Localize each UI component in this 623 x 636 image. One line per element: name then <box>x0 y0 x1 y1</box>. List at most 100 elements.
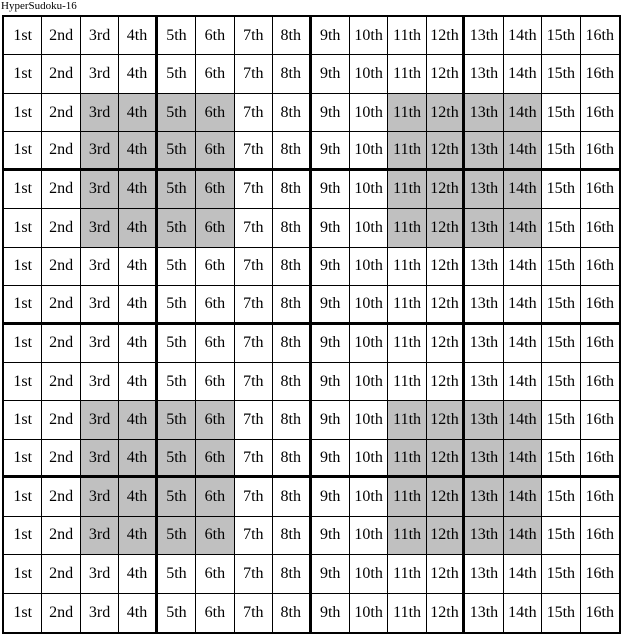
grid-cell-r12-c15[interactable]: 15th <box>542 439 581 479</box>
grid-cell-r3-c13[interactable]: 13th <box>465 93 504 133</box>
grid-cell-r9-c10[interactable]: 10th <box>349 324 389 363</box>
grid-cell-r8-c8[interactable]: 8th <box>273 286 312 325</box>
grid-cell-r11-c15[interactable]: 15th <box>542 401 581 440</box>
grid-cell-r8-c12[interactable]: 12th <box>426 286 466 325</box>
grid-cell-r10-c12[interactable]: 12th <box>426 362 466 402</box>
grid-cell-r16-c12[interactable]: 12th <box>426 593 466 632</box>
grid-cell-r6-c2[interactable]: 2nd <box>42 209 81 248</box>
grid-cell-r16-c15[interactable]: 15th <box>542 593 581 632</box>
grid-cell-r15-c11[interactable]: 11th <box>388 555 427 594</box>
grid-cell-r7-c2[interactable]: 2nd <box>42 247 81 287</box>
grid-cell-r14-c13[interactable]: 13th <box>465 516 504 556</box>
grid-cell-r15-c14[interactable]: 14th <box>503 555 543 594</box>
grid-cell-r5-c4[interactable]: 4th <box>119 170 158 210</box>
grid-cell-r14-c7[interactable]: 7th <box>234 516 274 556</box>
grid-cell-r13-c6[interactable]: 6th <box>196 478 235 517</box>
grid-cell-r3-c10[interactable]: 10th <box>349 93 389 133</box>
grid-cell-r15-c3[interactable]: 3rd <box>80 555 120 594</box>
grid-cell-r3-c3[interactable]: 3rd <box>80 93 120 133</box>
grid-cell-r15-c13[interactable]: 13th <box>465 555 504 594</box>
grid-cell-r11-c8[interactable]: 8th <box>273 401 312 440</box>
grid-cell-r12-c6[interactable]: 6th <box>196 439 235 479</box>
grid-cell-r5-c6[interactable]: 6th <box>196 170 235 210</box>
grid-cell-r9-c15[interactable]: 15th <box>542 324 581 363</box>
grid-cell-r7-c7[interactable]: 7th <box>234 247 274 287</box>
grid-cell-r13-c5[interactable]: 5th <box>157 478 197 517</box>
grid-cell-r6-c7[interactable]: 7th <box>234 209 274 248</box>
grid-cell-r16-c9[interactable]: 9th <box>311 593 350 632</box>
grid-cell-r13-c7[interactable]: 7th <box>234 478 274 517</box>
grid-cell-r16-c6[interactable]: 6th <box>196 593 235 632</box>
grid-cell-r16-c1[interactable]: 1st <box>4 593 43 632</box>
grid-cell-r5-c10[interactable]: 10th <box>349 170 389 210</box>
grid-cell-r15-c8[interactable]: 8th <box>273 555 312 594</box>
grid-cell-r12-c11[interactable]: 11th <box>388 439 427 479</box>
grid-cell-r7-c13[interactable]: 13th <box>465 247 504 287</box>
grid-cell-r10-c7[interactable]: 7th <box>234 362 274 402</box>
grid-cell-r13-c12[interactable]: 12th <box>426 478 466 517</box>
grid-cell-r14-c16[interactable]: 16th <box>580 516 619 556</box>
grid-cell-r16-c14[interactable]: 14th <box>503 593 543 632</box>
grid-cell-r12-c5[interactable]: 5th <box>157 439 197 479</box>
grid-cell-r11-c9[interactable]: 9th <box>311 401 350 440</box>
grid-cell-r10-c8[interactable]: 8th <box>273 362 312 402</box>
grid-cell-r10-c15[interactable]: 15th <box>542 362 581 402</box>
grid-cell-r15-c15[interactable]: 15th <box>542 555 581 594</box>
grid-cell-r12-c3[interactable]: 3rd <box>80 439 120 479</box>
grid-cell-r11-c13[interactable]: 13th <box>465 401 504 440</box>
grid-cell-r2-c5[interactable]: 5th <box>157 55 197 94</box>
grid-cell-r15-c10[interactable]: 10th <box>349 555 389 594</box>
grid-cell-r2-c11[interactable]: 11th <box>388 55 427 94</box>
grid-cell-r5-c3[interactable]: 3rd <box>80 170 120 210</box>
grid-cell-r9-c2[interactable]: 2nd <box>42 324 81 363</box>
grid-cell-r1-c8[interactable]: 8th <box>273 17 312 56</box>
grid-cell-r7-c15[interactable]: 15th <box>542 247 581 287</box>
grid-cell-r4-c5[interactable]: 5th <box>157 132 197 171</box>
grid-cell-r16-c10[interactable]: 10th <box>349 593 389 632</box>
grid-cell-r6-c5[interactable]: 5th <box>157 209 197 248</box>
grid-cell-r14-c5[interactable]: 5th <box>157 516 197 556</box>
grid-cell-r5-c12[interactable]: 12th <box>426 170 466 210</box>
grid-cell-r16-c8[interactable]: 8th <box>273 593 312 632</box>
grid-cell-r9-c5[interactable]: 5th <box>157 324 197 363</box>
grid-cell-r2-c9[interactable]: 9th <box>311 55 350 94</box>
grid-cell-r16-c11[interactable]: 11th <box>388 593 427 632</box>
grid-cell-r10-c2[interactable]: 2nd <box>42 362 81 402</box>
grid-cell-r14-c14[interactable]: 14th <box>503 516 543 556</box>
grid-cell-r1-c16[interactable]: 16th <box>580 17 619 56</box>
grid-cell-r15-c16[interactable]: 16th <box>580 555 619 594</box>
grid-cell-r15-c1[interactable]: 1st <box>4 555 43 594</box>
grid-cell-r10-c16[interactable]: 16th <box>580 362 619 402</box>
grid-cell-r10-c3[interactable]: 3rd <box>80 362 120 402</box>
grid-cell-r2-c4[interactable]: 4th <box>119 55 158 94</box>
grid-cell-r4-c13[interactable]: 13th <box>465 132 504 171</box>
grid-cell-r15-c6[interactable]: 6th <box>196 555 235 594</box>
grid-cell-r9-c9[interactable]: 9th <box>311 324 350 363</box>
grid-cell-r2-c10[interactable]: 10th <box>349 55 389 94</box>
grid-cell-r1-c15[interactable]: 15th <box>542 17 581 56</box>
grid-cell-r16-c5[interactable]: 5th <box>157 593 197 632</box>
grid-cell-r16-c3[interactable]: 3rd <box>80 593 120 632</box>
grid-cell-r6-c1[interactable]: 1st <box>4 209 43 248</box>
grid-cell-r14-c1[interactable]: 1st <box>4 516 43 556</box>
grid-cell-r1-c1[interactable]: 1st <box>4 17 43 56</box>
grid-cell-r13-c14[interactable]: 14th <box>503 478 543 517</box>
grid-cell-r10-c14[interactable]: 14th <box>503 362 543 402</box>
grid-cell-r16-c4[interactable]: 4th <box>119 593 158 632</box>
grid-cell-r3-c14[interactable]: 14th <box>503 93 543 133</box>
grid-cell-r12-c8[interactable]: 8th <box>273 439 312 479</box>
grid-cell-r6-c14[interactable]: 14th <box>503 209 543 248</box>
grid-cell-r11-c5[interactable]: 5th <box>157 401 197 440</box>
grid-cell-r11-c6[interactable]: 6th <box>196 401 235 440</box>
grid-cell-r9-c16[interactable]: 16th <box>580 324 619 363</box>
grid-cell-r6-c13[interactable]: 13th <box>465 209 504 248</box>
grid-cell-r12-c4[interactable]: 4th <box>119 439 158 479</box>
grid-cell-r14-c2[interactable]: 2nd <box>42 516 81 556</box>
grid-cell-r13-c15[interactable]: 15th <box>542 478 581 517</box>
grid-cell-r7-c14[interactable]: 14th <box>503 247 543 287</box>
grid-cell-r1-c13[interactable]: 13th <box>465 17 504 56</box>
grid-cell-r7-c3[interactable]: 3rd <box>80 247 120 287</box>
grid-cell-r10-c10[interactable]: 10th <box>349 362 389 402</box>
grid-cell-r10-c13[interactable]: 13th <box>465 362 504 402</box>
grid-cell-r14-c15[interactable]: 15th <box>542 516 581 556</box>
